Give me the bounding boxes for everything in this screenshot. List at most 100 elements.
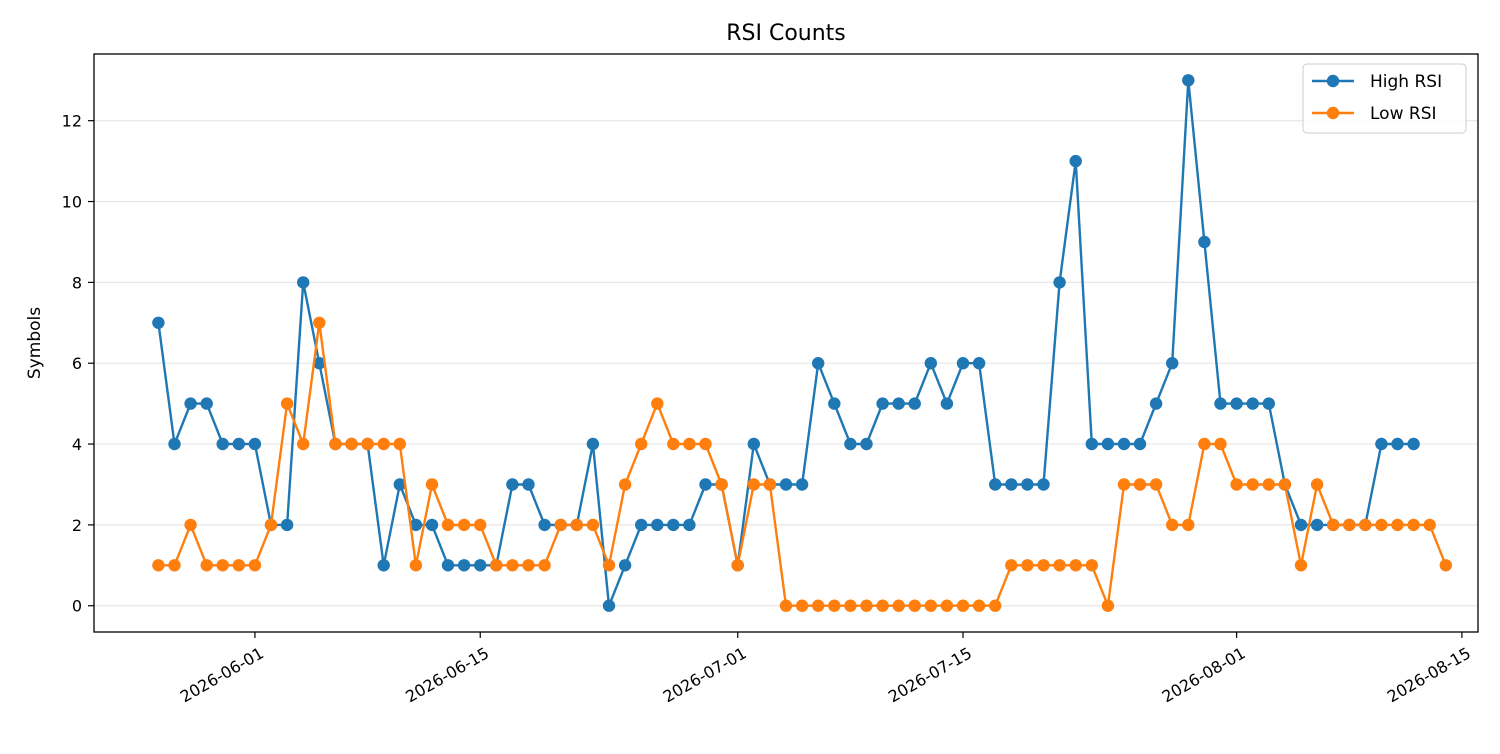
data-point <box>506 478 519 491</box>
x-tick-label: 2026-08-15 <box>1384 643 1474 706</box>
data-point <box>683 437 696 451</box>
data-point <box>538 518 551 532</box>
data-point <box>989 599 1002 612</box>
data-point <box>554 518 567 532</box>
data-point <box>216 559 229 572</box>
data-point <box>1246 478 1259 491</box>
y-tick-label: 10 <box>62 193 82 212</box>
data-point <box>1053 276 1066 289</box>
data-point <box>795 599 809 612</box>
x-tick-label: 2026-08-01 <box>1159 643 1249 706</box>
data-point <box>570 518 583 532</box>
data-point <box>1310 478 1324 491</box>
data-point <box>441 518 455 532</box>
y-tick-label: 2 <box>72 516 82 535</box>
data-point <box>1069 559 1082 572</box>
data-point <box>297 276 310 289</box>
data-point <box>538 559 551 572</box>
data-point <box>1198 437 1211 451</box>
data-point <box>425 518 439 532</box>
data-point <box>731 559 744 572</box>
data-point <box>1037 478 1050 491</box>
chart-title: RSI Counts <box>726 21 846 46</box>
data-point <box>972 357 986 370</box>
data-point <box>1262 397 1276 410</box>
plot-area-frame <box>93 53 1479 633</box>
data-point <box>1407 518 1420 532</box>
data-point <box>1375 437 1388 451</box>
data-point <box>699 437 712 451</box>
data-point <box>329 437 342 451</box>
data-point <box>1117 478 1131 491</box>
data-point <box>345 437 358 451</box>
data-point <box>1262 478 1276 491</box>
data-point <box>683 518 696 532</box>
data-point <box>763 478 777 491</box>
y-axis: 0 2 4 6 8 10 12 <box>62 112 94 616</box>
x-tick-label: 2026-06-01 <box>177 643 267 706</box>
data-point <box>522 478 535 491</box>
data-point <box>490 559 503 572</box>
data-point <box>184 518 197 532</box>
data-point <box>297 437 310 451</box>
data-point <box>1294 518 1308 532</box>
data-point <box>715 478 728 491</box>
data-point <box>457 559 471 572</box>
data-point <box>940 397 954 410</box>
data-point <box>377 437 390 451</box>
data-point <box>1310 518 1324 532</box>
data-point <box>200 397 213 410</box>
data-point <box>248 437 262 451</box>
data-point <box>1439 559 1453 572</box>
data-point <box>699 478 712 491</box>
data-point <box>972 599 986 612</box>
data-point <box>651 397 664 410</box>
data-point <box>474 559 487 572</box>
data-point <box>1343 518 1356 532</box>
data-point <box>844 599 857 612</box>
data-point <box>618 559 632 572</box>
data-point <box>361 437 374 451</box>
data-point <box>1037 559 1050 572</box>
data-point <box>1246 397 1259 410</box>
series-1 <box>152 316 1453 612</box>
data-point <box>586 437 600 451</box>
legend-label: High RSI <box>1370 72 1442 92</box>
data-point <box>876 397 889 410</box>
data-point <box>200 559 213 572</box>
data-point <box>876 599 889 612</box>
y-tick-label: 12 <box>62 112 82 131</box>
data-point <box>1149 478 1163 491</box>
x-tick-label: 2026-07-01 <box>660 643 750 706</box>
data-point <box>635 437 648 451</box>
data-point <box>280 397 294 410</box>
legend-marker <box>1326 74 1340 88</box>
data-point <box>1021 559 1034 572</box>
data-point <box>812 599 825 612</box>
data-point <box>1133 437 1147 451</box>
data-point <box>747 478 760 491</box>
data-point <box>1166 357 1179 370</box>
data-point <box>457 518 471 532</box>
data-point <box>1053 559 1066 572</box>
data-point <box>651 518 664 532</box>
x-axis: 2026-06-01 2026-06-15 2026-07-01 2026-07-15… <box>177 632 1474 706</box>
data-point <box>1117 437 1131 451</box>
data-point <box>1214 437 1227 451</box>
data-point <box>1149 397 1163 410</box>
data-point <box>1391 437 1404 451</box>
data-point <box>795 478 809 491</box>
data-point <box>844 437 857 451</box>
data-point <box>506 559 519 572</box>
data-point <box>1069 154 1082 168</box>
data-point <box>1359 518 1372 532</box>
grid-lines <box>94 120 1478 607</box>
data-point <box>586 518 600 532</box>
data-point <box>168 559 181 572</box>
data-point <box>248 559 262 572</box>
data-point <box>1294 559 1308 572</box>
data-point <box>313 357 326 370</box>
data-point <box>602 599 616 612</box>
data-point <box>747 437 760 451</box>
